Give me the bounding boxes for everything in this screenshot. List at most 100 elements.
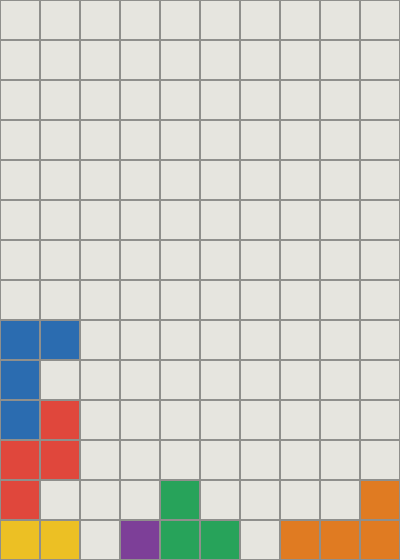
empty-cell [0, 240, 40, 280]
empty-cell [200, 480, 240, 520]
empty-cell [160, 400, 200, 440]
empty-cell [280, 480, 320, 520]
empty-cell [80, 480, 120, 520]
empty-cell [360, 280, 400, 320]
empty-cell [80, 80, 120, 120]
empty-cell [240, 520, 280, 560]
empty-cell [240, 320, 280, 360]
empty-cell [40, 160, 80, 200]
empty-cell [320, 120, 360, 160]
empty-cell [80, 120, 120, 160]
empty-cell [320, 240, 360, 280]
empty-cell [0, 160, 40, 200]
empty-cell [240, 200, 280, 240]
empty-cell [320, 320, 360, 360]
empty-cell [0, 80, 40, 120]
empty-cell [360, 80, 400, 120]
empty-cell [120, 240, 160, 280]
empty-cell [280, 160, 320, 200]
empty-cell [280, 200, 320, 240]
empty-cell [280, 80, 320, 120]
empty-cell [320, 0, 360, 40]
empty-cell [240, 280, 280, 320]
filled-cell [40, 320, 80, 360]
filled-cell [200, 520, 240, 560]
empty-cell [0, 40, 40, 80]
empty-cell [240, 0, 280, 40]
empty-cell [80, 40, 120, 80]
empty-cell [80, 320, 120, 360]
empty-cell [360, 160, 400, 200]
empty-cell [280, 40, 320, 80]
empty-cell [80, 240, 120, 280]
filled-cell [0, 400, 40, 440]
filled-cell [360, 480, 400, 520]
empty-cell [280, 360, 320, 400]
empty-cell [280, 440, 320, 480]
filled-cell [0, 480, 40, 520]
empty-cell [360, 120, 400, 160]
empty-cell [240, 120, 280, 160]
empty-cell [40, 120, 80, 160]
empty-cell [160, 120, 200, 160]
empty-cell [40, 240, 80, 280]
empty-cell [280, 400, 320, 440]
empty-cell [80, 360, 120, 400]
empty-cell [360, 440, 400, 480]
empty-cell [40, 480, 80, 520]
empty-cell [320, 280, 360, 320]
filled-cell [0, 440, 40, 480]
empty-cell [280, 240, 320, 280]
filled-cell [320, 520, 360, 560]
empty-cell [360, 200, 400, 240]
empty-cell [120, 480, 160, 520]
empty-cell [160, 40, 200, 80]
empty-cell [240, 240, 280, 280]
empty-cell [120, 0, 160, 40]
filled-cell [40, 400, 80, 440]
empty-cell [120, 200, 160, 240]
empty-cell [40, 200, 80, 240]
empty-cell [320, 480, 360, 520]
empty-cell [160, 160, 200, 200]
empty-cell [0, 0, 40, 40]
empty-cell [200, 120, 240, 160]
empty-cell [280, 280, 320, 320]
empty-cell [80, 520, 120, 560]
empty-cell [0, 280, 40, 320]
empty-cell [120, 120, 160, 160]
filled-cell [280, 520, 320, 560]
empty-cell [240, 160, 280, 200]
empty-cell [360, 0, 400, 40]
empty-cell [120, 280, 160, 320]
empty-cell [200, 360, 240, 400]
empty-cell [200, 320, 240, 360]
empty-cell [320, 440, 360, 480]
empty-cell [280, 120, 320, 160]
empty-cell [200, 440, 240, 480]
empty-cell [40, 280, 80, 320]
empty-cell [160, 200, 200, 240]
empty-cell [320, 400, 360, 440]
empty-cell [120, 360, 160, 400]
empty-cell [160, 0, 200, 40]
empty-cell [120, 400, 160, 440]
empty-cell [240, 400, 280, 440]
empty-cell [200, 240, 240, 280]
empty-cell [160, 280, 200, 320]
empty-cell [280, 320, 320, 360]
empty-cell [40, 40, 80, 80]
filled-cell [40, 520, 80, 560]
empty-cell [160, 320, 200, 360]
empty-cell [320, 360, 360, 400]
empty-cell [0, 120, 40, 160]
empty-cell [40, 80, 80, 120]
empty-cell [160, 80, 200, 120]
empty-cell [360, 400, 400, 440]
empty-cell [40, 0, 80, 40]
empty-cell [200, 40, 240, 80]
empty-cell [120, 440, 160, 480]
filled-cell [40, 440, 80, 480]
empty-cell [360, 240, 400, 280]
